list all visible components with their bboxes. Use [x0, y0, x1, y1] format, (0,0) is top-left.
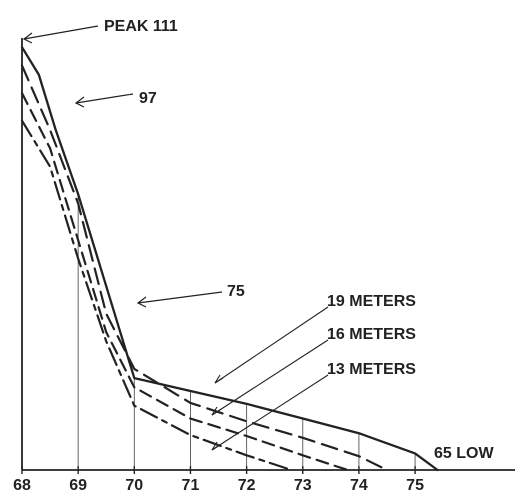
- 13-meters-series-line: [20, 119, 293, 472]
- arrow-peak-111-head: [22, 32, 33, 44]
- leader-19-meters-head: [214, 374, 224, 384]
- arrow-75: [137, 291, 223, 304]
- leader-16-meters-head: [211, 406, 221, 416]
- low-label: 65 LOW: [434, 445, 494, 462]
- 19-meters-series-line: [20, 64, 389, 472]
- arrow-97-head: [74, 96, 85, 108]
- leader-13-meters: [211, 374, 329, 451]
- x-tick-label-75: 75: [406, 477, 424, 493]
- leader-16-meters: [211, 339, 329, 416]
- leader-13-meters-head: [211, 441, 221, 451]
- axes: [21, 38, 515, 471]
- series-13-meters-label: 13 METERS: [327, 361, 416, 378]
- value-75-label: 75: [227, 283, 245, 300]
- arrow-75-head: [136, 296, 147, 308]
- annotations: PEAK 111 97 75 19 METERS 16 METERS 13 ME…: [22, 18, 494, 462]
- series-16-meters-label: 16 METERS: [327, 326, 416, 343]
- main-profile-series-line: [20, 46, 439, 472]
- x-tick-label-69: 69: [69, 477, 87, 493]
- series-19-meters-label: 19 METERS: [327, 293, 416, 310]
- value-97-label: 97: [139, 90, 157, 107]
- series-lines: [20, 46, 439, 472]
- x-tick-label-72: 72: [238, 477, 256, 493]
- x-tick-label-71: 71: [182, 477, 200, 493]
- x-ticks: 68 69 70 71 72 73 74 75: [13, 466, 424, 493]
- x-tick-label-68: 68: [13, 477, 31, 493]
- leader-19-meters: [214, 306, 329, 384]
- x-tick-label-73: 73: [294, 477, 312, 493]
- peak-label: PEAK 111: [104, 18, 178, 35]
- x-tick-label-70: 70: [125, 477, 143, 493]
- arrow-97: [75, 93, 134, 104]
- 16-meters-series-line: [20, 92, 349, 472]
- x-tick-label-74: 74: [350, 477, 368, 493]
- arrow-peak-111: [23, 25, 99, 40]
